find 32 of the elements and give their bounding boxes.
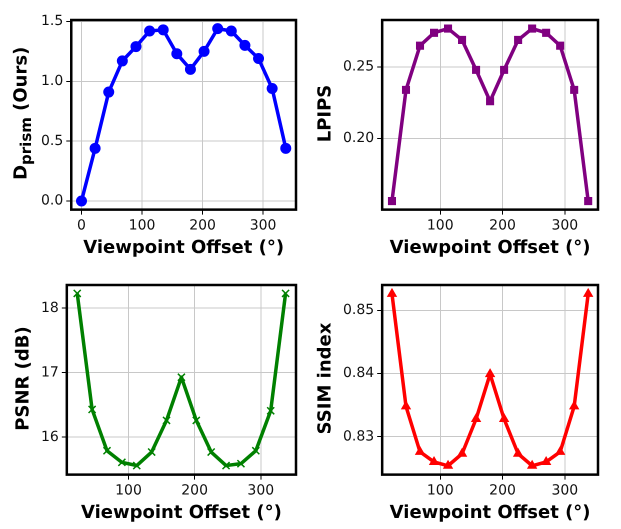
x-axis-title: Viewpoint Offset (°)	[390, 236, 591, 258]
x-tick-label: 300	[551, 482, 578, 499]
x-axis-title: Viewpoint Offset (°)	[80, 502, 282, 523]
x-tick-label: 200	[489, 218, 516, 234]
x-tick-label: 300	[247, 482, 274, 499]
y-tick-label: 16	[40, 428, 59, 445]
y-tick-label: 0.83	[343, 428, 374, 444]
y-tick-label: 18	[40, 300, 59, 316]
y-tick-label: 17	[40, 364, 59, 380]
y-tick-label: 0.85	[343, 302, 374, 318]
x-tick-label: 100	[426, 218, 454, 234]
x-tick-label: 100	[115, 482, 142, 499]
y-tick-label: 0.20	[343, 130, 374, 146]
x-tick-label: 0	[77, 218, 86, 234]
x-axis-title: Viewpoint Offset (°)	[83, 236, 284, 258]
y-axis-title: SSIM index	[314, 322, 336, 434]
y-tick-label: 1.5	[41, 13, 64, 30]
x-tick-label: 200	[489, 482, 516, 499]
y-tick-label: 0.84	[343, 365, 374, 382]
x-tick-label: 200	[189, 218, 216, 234]
x-tick-label: 200	[181, 482, 208, 499]
x-tick-label: 100	[426, 482, 454, 499]
x-axis-title: Viewpoint Offset (°)	[390, 502, 591, 523]
y-tick-label: 0.0	[41, 192, 64, 209]
x-tick-label: 300	[250, 218, 276, 234]
y-tick-label: 0.25	[343, 58, 374, 75]
x-tick-label: 300	[551, 218, 578, 234]
y-tick-label: 1.0	[41, 72, 64, 89]
y-axis-title: LPIPS	[314, 84, 336, 142]
x-tick-label: 100	[128, 218, 156, 234]
y-axis-title: PSNR (dB)	[12, 326, 34, 430]
y-tick-label: 0.5	[41, 132, 64, 149]
